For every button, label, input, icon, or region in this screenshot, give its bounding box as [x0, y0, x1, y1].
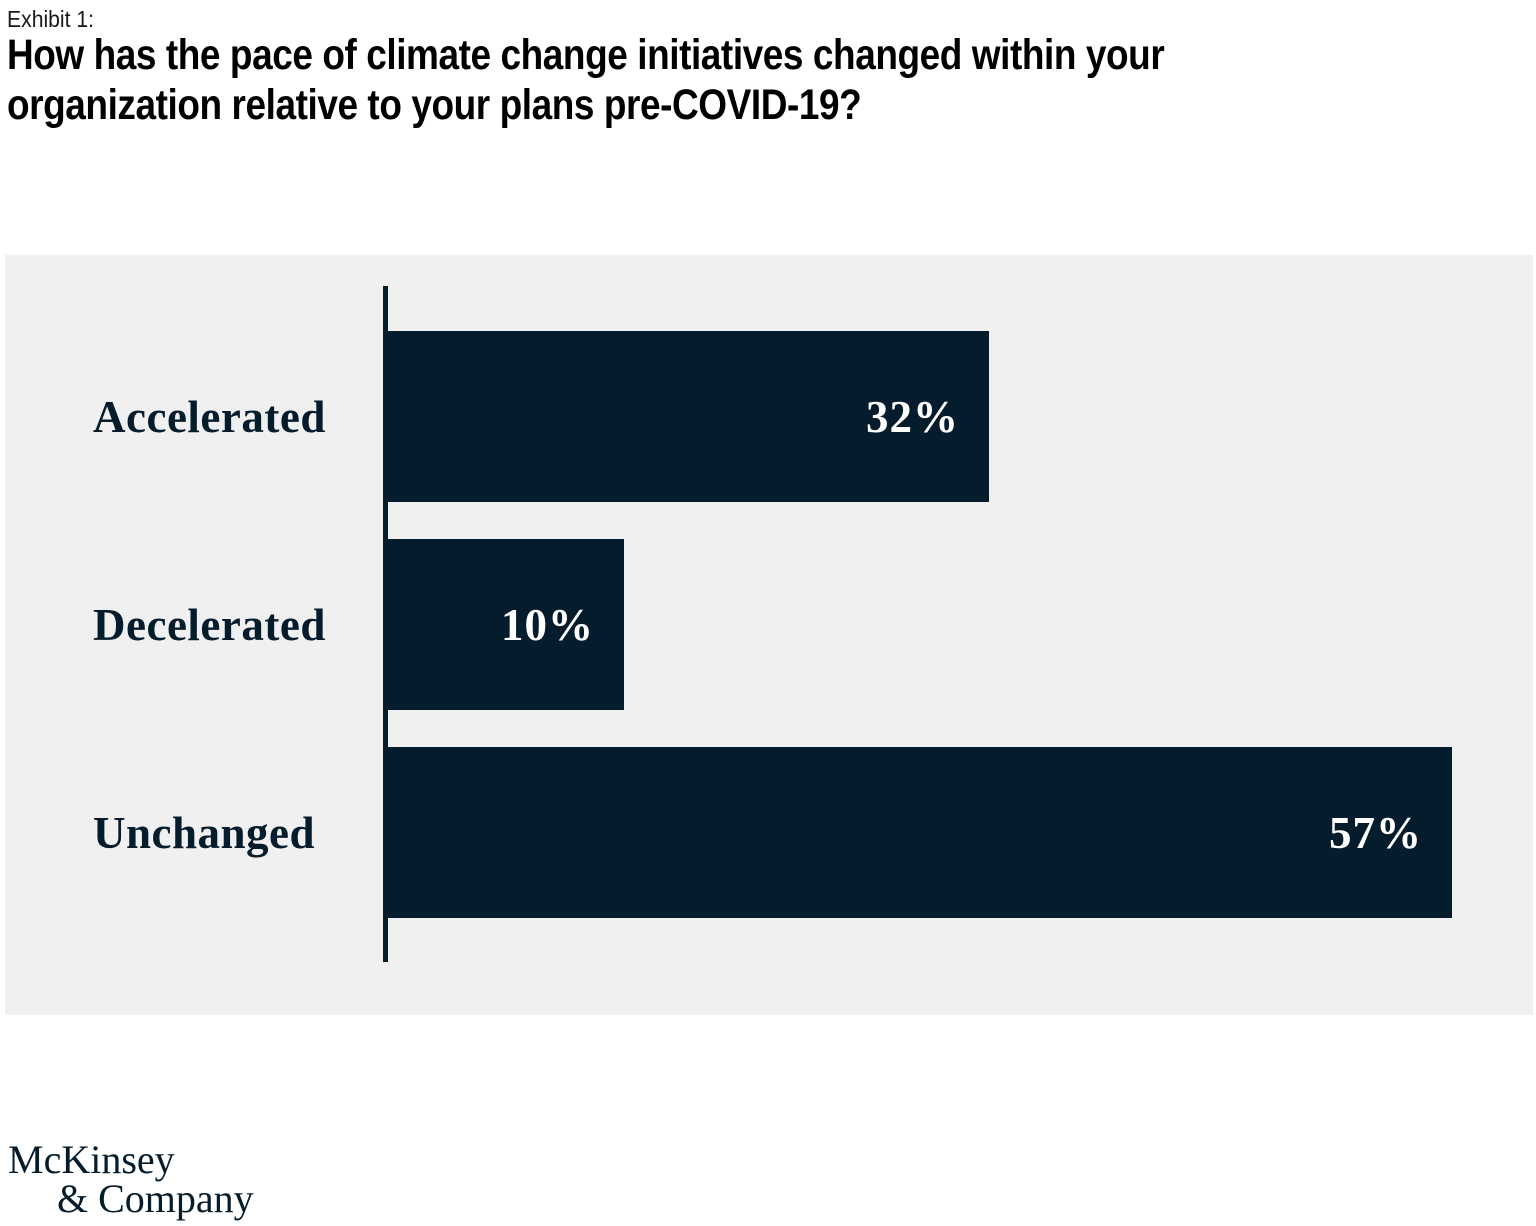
mckinsey-logo-line-2: & Company: [57, 1176, 254, 1221]
bar-row: Decelerated 10%: [5, 539, 1533, 710]
exhibit-label: Exhibit 1:: [7, 6, 95, 32]
bar: 32%: [387, 331, 989, 502]
bar-row: Unchanged 57%: [5, 747, 1533, 918]
bar-value-label: 32%: [866, 391, 959, 442]
bar-category-label: Accelerated: [93, 391, 326, 442]
bar-value-label: 57%: [1329, 807, 1422, 858]
page-title: How has the pace of climate change initi…: [7, 30, 1165, 130]
page-title-line-1: How has the pace of climate change initi…: [7, 31, 1165, 79]
page-title-line-2: organization relative to your plans pre-…: [7, 81, 862, 129]
y-axis-line: [383, 286, 388, 962]
mckinsey-logo-line-1: McKinsey: [8, 1137, 175, 1182]
bar: 10%: [387, 539, 624, 710]
bar-category-label: Decelerated: [93, 599, 326, 650]
bar-chart-panel: Accelerated 32% Decelerated 10% Unchange…: [5, 255, 1533, 1015]
bar-value-label: 10%: [501, 599, 594, 650]
bar-row: Accelerated 32%: [5, 331, 1533, 502]
bar: 57%: [387, 747, 1452, 918]
bar-category-label: Unchanged: [93, 807, 316, 858]
mckinsey-logo: McKinsey & Company: [8, 1137, 254, 1221]
